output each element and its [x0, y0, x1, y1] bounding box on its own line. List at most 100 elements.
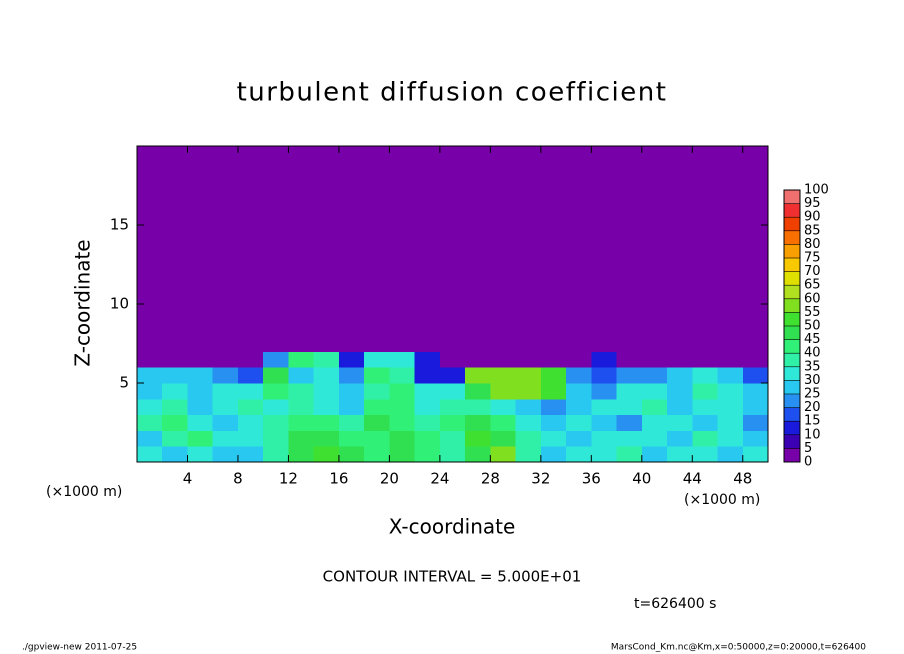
heatmap-cell	[263, 367, 289, 384]
heatmap-cell	[288, 398, 315, 416]
colorbar-swatch	[784, 339, 800, 354]
heatmap-cell	[212, 367, 239, 384]
heatmap-cell	[692, 351, 719, 368]
heatmap-cell	[414, 398, 441, 416]
colorbar-label: 65	[804, 278, 821, 293]
heatmap-cell	[162, 146, 188, 352]
heatmap-cell	[566, 446, 592, 463]
heatmap-cell	[313, 383, 340, 400]
heatmap-cell	[187, 367, 214, 384]
heatmap-cell	[364, 414, 390, 431]
heatmap-cell	[515, 398, 542, 416]
colorbar-label: 80	[804, 237, 821, 252]
x-axis-label: X-coordinate	[389, 515, 516, 539]
footer-right: MarsCond_Km.nc@Km,x=0:50000,z=0:20000,t=…	[611, 643, 866, 653]
heatmap-cell	[616, 430, 643, 447]
heatmap-cell	[465, 383, 491, 400]
heatmap-cell	[389, 383, 416, 400]
colorbar-swatch	[784, 285, 800, 300]
heatmap-cell	[742, 446, 769, 463]
heatmap-cell	[364, 351, 390, 368]
heatmap-cell	[515, 146, 542, 352]
heatmap-cell	[641, 383, 668, 400]
heatmap-cell	[641, 446, 668, 463]
colorbar-swatch	[784, 407, 800, 422]
colorbar-label: 40	[804, 346, 821, 361]
heatmap-cell	[540, 446, 567, 463]
colorbar-label: 10	[804, 427, 821, 442]
heatmap-cell	[490, 383, 517, 400]
colorbar-label: 0	[804, 455, 812, 470]
heatmap-cell	[540, 367, 567, 384]
colorbar-swatch	[784, 203, 800, 218]
heatmap-cell	[692, 383, 719, 400]
heatmap-cell	[237, 414, 264, 431]
heatmap-cell	[540, 351, 567, 368]
heatmap-cell	[667, 146, 693, 352]
colorbar-swatch	[784, 326, 800, 340]
heatmap-cell	[717, 414, 744, 431]
colorbar-label: 5	[804, 441, 812, 456]
heatmap-cell	[490, 351, 517, 368]
heatmap-cell	[364, 383, 390, 400]
heatmap-cell	[162, 446, 188, 463]
colorbar-swatch	[784, 394, 800, 408]
heatmap-cell	[237, 398, 264, 416]
heatmap-cell	[540, 414, 567, 431]
heatmap-cell	[591, 351, 618, 368]
heatmap-cell	[566, 367, 592, 384]
heatmap-cell	[439, 146, 466, 352]
heatmap-cell	[490, 146, 517, 352]
heatmap-cell	[338, 398, 365, 416]
heatmap-cell	[389, 414, 416, 431]
heatmap-cell	[566, 414, 592, 431]
x-tick-label: 8	[233, 470, 243, 488]
colorbar-label: 50	[804, 319, 821, 334]
heatmap-cell	[364, 367, 390, 384]
colorbar-swatch	[784, 312, 800, 327]
heatmap-cell	[338, 146, 365, 352]
colorbar-swatch	[784, 258, 800, 272]
colorbar-label: 25	[804, 387, 821, 402]
colorbar-label: 45	[804, 332, 821, 347]
heatmap-cell	[313, 367, 340, 384]
heatmap-cell	[540, 398, 567, 416]
heatmap-cell	[439, 430, 466, 447]
colorbar-label: 15	[804, 414, 821, 429]
heatmap-cell	[313, 414, 340, 431]
heatmap-cell	[263, 351, 289, 368]
heatmap-cell	[237, 430, 264, 447]
x-tick-label: 40	[632, 470, 651, 488]
heatmap-cell	[364, 398, 390, 416]
heatmap-cell	[717, 430, 744, 447]
heatmap-cell	[364, 146, 390, 352]
x-tick-label: 28	[481, 470, 500, 488]
heatmap-cell	[742, 383, 769, 400]
heatmap-cell	[263, 430, 289, 447]
heatmap-cell	[667, 446, 693, 463]
heatmap-cell	[490, 430, 517, 447]
heatmap-cell	[212, 446, 239, 463]
heatmap-cell	[137, 367, 163, 384]
colorbar-swatch	[784, 353, 800, 368]
heatmap-cell	[187, 430, 214, 447]
heatmap-cell	[338, 430, 365, 447]
heatmap-cell	[162, 351, 188, 368]
colorbar-label: 75	[804, 251, 821, 266]
heatmap-cell	[137, 383, 163, 400]
heatmap-cell	[515, 351, 542, 368]
heatmap-cell	[692, 146, 719, 352]
heatmap-cell	[742, 146, 769, 352]
colorbar-swatch	[784, 190, 800, 204]
heatmap-cell	[515, 367, 542, 384]
heatmap-cell	[667, 351, 693, 368]
heatmap-cell	[364, 430, 390, 447]
heatmap-cell	[439, 351, 466, 368]
heatmap-cell	[162, 367, 188, 384]
heatmap-cell	[591, 383, 618, 400]
heatmap-cell	[137, 351, 163, 368]
heatmap-cell	[742, 430, 769, 447]
y-tick-label: 10	[110, 295, 129, 313]
heatmap-cell	[490, 367, 517, 384]
heatmap-cell	[338, 383, 365, 400]
